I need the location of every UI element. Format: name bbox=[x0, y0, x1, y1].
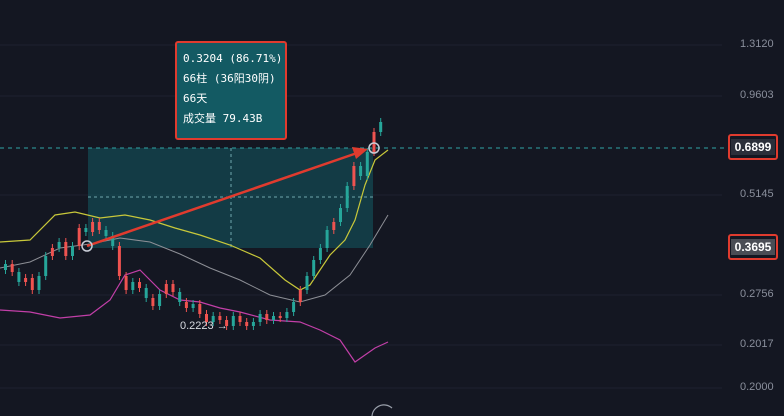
current-price-value: 0.6899 bbox=[730, 139, 776, 155]
candle-body bbox=[218, 316, 222, 320]
candle-body bbox=[359, 166, 363, 176]
measure-arrow-line bbox=[86, 150, 361, 248]
price-axis-label: 0.2017 bbox=[740, 338, 774, 350]
candle-body bbox=[292, 302, 296, 312]
candle-body bbox=[352, 166, 356, 186]
candle-body bbox=[84, 228, 88, 232]
candle-body bbox=[251, 322, 255, 326]
candle-body bbox=[151, 298, 155, 306]
candle-body bbox=[64, 242, 68, 256]
lower-band-line bbox=[0, 269, 389, 363]
measure-start-handle bbox=[81, 240, 93, 252]
candle-body bbox=[131, 282, 135, 290]
candle-body bbox=[312, 260, 316, 276]
candle-body bbox=[111, 236, 115, 246]
candle-body bbox=[198, 304, 202, 314]
candle-body bbox=[238, 316, 242, 322]
upper-band-line bbox=[0, 149, 389, 291]
candle-body bbox=[138, 282, 141, 288]
candle-body bbox=[158, 294, 162, 306]
candle-body bbox=[97, 222, 101, 230]
candle-body bbox=[339, 208, 342, 222]
candle-body bbox=[325, 230, 329, 248]
middle-band-line bbox=[0, 214, 389, 303]
price-axis-label: 0.2756 bbox=[740, 288, 774, 300]
measure-change: 0.3204 (86.71%) bbox=[183, 52, 283, 65]
candle-body bbox=[211, 316, 215, 322]
candle-body bbox=[365, 152, 369, 176]
candle-body bbox=[4, 264, 7, 270]
candle-body bbox=[231, 316, 235, 326]
candle-body bbox=[71, 246, 74, 256]
price-axis-label: 0.9603 bbox=[740, 89, 774, 101]
measure-volume: 成交量 79.43B bbox=[183, 112, 263, 125]
start-price-value: 0.3695 bbox=[730, 239, 776, 255]
start-price-tag[interactable]: 0.3695 bbox=[728, 234, 778, 260]
candle-body bbox=[272, 316, 275, 320]
candle-body bbox=[171, 284, 175, 292]
measure-days: 66天 bbox=[183, 92, 208, 105]
measure-tooltip: 0.3204 (86.71%) 66柱 (36阳30阴) 66天 成交量 79.… bbox=[175, 41, 287, 140]
measure-bars: 66柱 (36阳30阴) bbox=[183, 72, 276, 85]
candle-body bbox=[318, 248, 322, 260]
partial-shape bbox=[371, 404, 393, 416]
candle-body bbox=[298, 290, 302, 302]
candle-body bbox=[225, 320, 229, 326]
measure-arrowhead bbox=[352, 147, 368, 159]
candle-body bbox=[124, 276, 128, 290]
candle-body bbox=[17, 272, 21, 282]
candle-body bbox=[245, 322, 249, 326]
candle-body bbox=[37, 276, 41, 290]
candle-body bbox=[77, 228, 81, 246]
candle-body bbox=[332, 222, 336, 230]
candle-body bbox=[57, 242, 61, 248]
price-axis-label: 1.3120 bbox=[740, 38, 774, 50]
candle-body bbox=[191, 304, 195, 308]
candle-body bbox=[278, 316, 282, 318]
price-axis-label: 0.5145 bbox=[740, 188, 774, 200]
measure-end-handle bbox=[368, 142, 380, 154]
candle-body bbox=[144, 288, 148, 298]
candle-body bbox=[372, 132, 376, 152]
candle-body bbox=[50, 248, 54, 256]
low-price-marker: 0.2223 → bbox=[180, 320, 228, 332]
candle-body bbox=[91, 222, 95, 232]
candle-body bbox=[178, 292, 182, 302]
candle-body bbox=[117, 246, 121, 276]
candle-body bbox=[285, 312, 289, 318]
candle-body bbox=[44, 256, 48, 276]
candle-body bbox=[10, 264, 14, 272]
current-price-tag[interactable]: 0.6899 bbox=[728, 134, 778, 160]
candle-body bbox=[345, 186, 349, 208]
candle-body bbox=[265, 314, 269, 320]
candle-body bbox=[184, 302, 188, 308]
candle-body bbox=[305, 276, 309, 290]
candle-body bbox=[30, 278, 34, 290]
candle-body bbox=[104, 230, 108, 236]
candle-body bbox=[379, 122, 383, 132]
price-axis-label: 0.2000 bbox=[740, 381, 774, 393]
candle-body bbox=[258, 314, 262, 322]
candle-body bbox=[205, 314, 208, 322]
candle-body bbox=[164, 284, 168, 294]
candle-body bbox=[24, 278, 28, 282]
